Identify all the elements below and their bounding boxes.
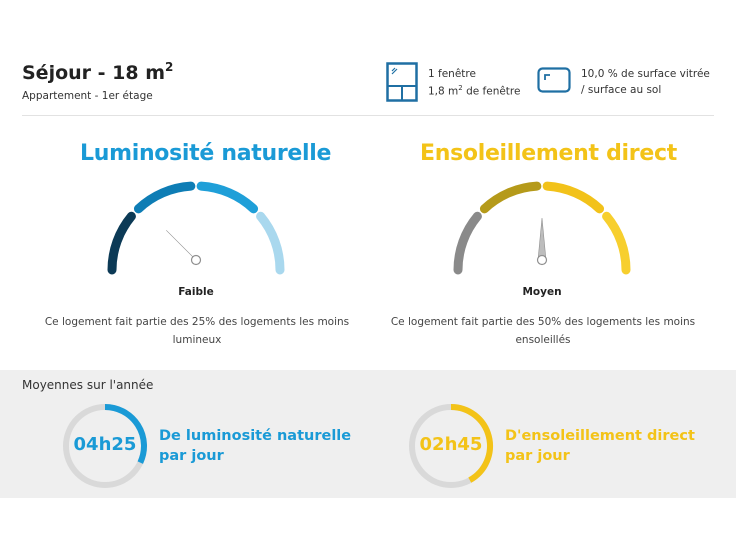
- luminosity-average-value: 04h25: [73, 434, 137, 455]
- luminosity-description: Ce logement fait partie des 25% des loge…: [44, 316, 350, 346]
- sunshine-title: Ensoleillement direct: [420, 141, 677, 166]
- room-title-unit-exponent: 2: [165, 60, 174, 74]
- sunshine-gauge-segment-high: [542, 181, 605, 214]
- sunshine-average-value: 02h45: [419, 434, 483, 455]
- glazing-ratio: 10,0 % de surface vitrée: [581, 68, 710, 80]
- sunshine-average-ring: [409, 404, 494, 488]
- averages-title: Moyennes sur l'année: [22, 378, 154, 392]
- sunshine-gauge-needle: [537, 217, 547, 261]
- sunshine-average-progress: [450, 404, 494, 483]
- luminosity-title: Luminosité naturelle: [80, 141, 332, 166]
- frame-corner-icon: [537, 67, 571, 93]
- room-title: Séjour - 18 m2: [22, 60, 174, 84]
- room-title-text: Séjour - 18 m: [22, 62, 166, 84]
- luminosity-gauge-segment-lowest: [107, 211, 136, 275]
- sunshine-gauge-segment-lowest: [453, 211, 482, 275]
- luminosity-average-ring: [63, 404, 147, 488]
- luminosity-gauge-segment-highest: [256, 211, 285, 275]
- luminosity-gauge: [107, 181, 285, 275]
- sunshine-gauge-segment-highest: [602, 211, 631, 275]
- sunshine-gauge-segment-low: [479, 181, 542, 214]
- luminosity-gauge-segment-low: [133, 181, 196, 214]
- window-area-value: 1,8 m: [428, 85, 459, 98]
- sunshine-gauge: [453, 181, 631, 275]
- sunshine-description: Ce logement fait partie des 50% des loge…: [390, 316, 696, 346]
- window-icon: [386, 62, 418, 102]
- window-area-exponent: 2: [458, 84, 463, 92]
- luminosity-average-label: De luminosité naturelle par jour: [159, 426, 351, 466]
- luminosity-gauge-segment-high: [196, 181, 259, 214]
- sunshine-average-label-line2: par jour: [505, 448, 570, 464]
- sunshine-average-label: D'ensoleillement direct par jour: [505, 426, 695, 466]
- sunshine-gauge-hub: [536, 254, 548, 266]
- luminosity-average-label-line2: par jour: [159, 448, 224, 464]
- window-area: 1,8 m2 de fenêtre: [428, 84, 520, 98]
- sunshine-level: Moyen: [522, 286, 562, 298]
- luminosity-level: Faible: [178, 286, 214, 298]
- window-count: 1 fenêtre: [428, 68, 476, 80]
- luminosity-average-progress: [104, 404, 147, 464]
- glazing-ratio-suffix: / surface au sol: [581, 84, 662, 96]
- sunshine-average-label-line1: D'ensoleillement direct: [505, 428, 695, 444]
- header-divider: [22, 115, 714, 116]
- averages-panel: [0, 370, 736, 498]
- window-area-suffix: de fenêtre: [462, 85, 521, 98]
- luminosity-gauge-hub: [190, 254, 202, 266]
- room-subtitle: Appartement - 1er étage: [22, 90, 153, 102]
- luminosity-average-label-line1: De luminosité naturelle: [159, 428, 352, 444]
